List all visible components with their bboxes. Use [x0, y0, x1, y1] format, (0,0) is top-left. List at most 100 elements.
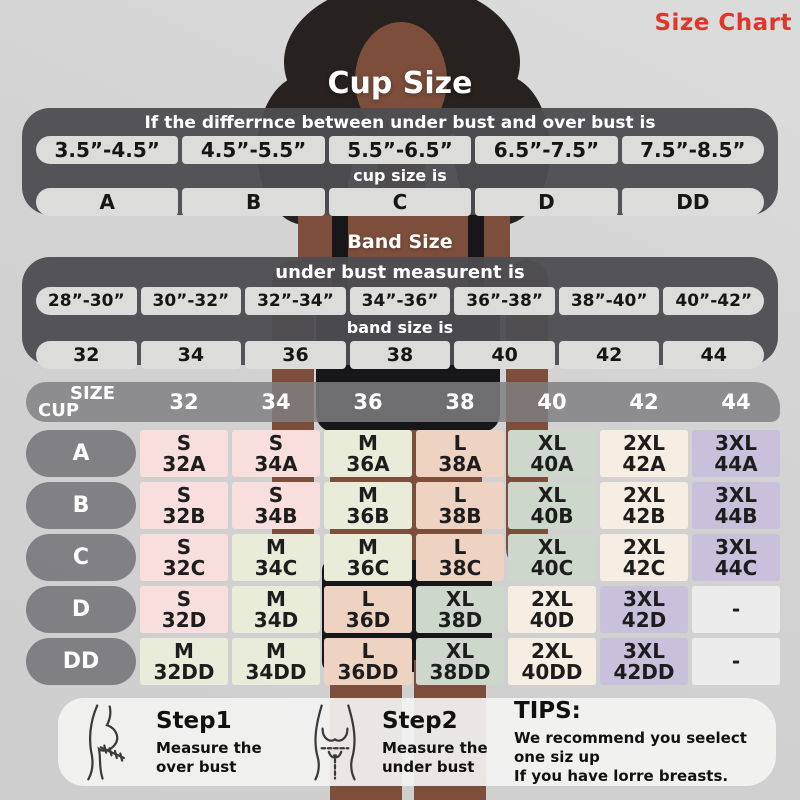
matrix-cell-code: 34D: [253, 607, 299, 632]
matrix-column-header: 36: [353, 390, 383, 414]
tips-block: TIPS: We recommend you seelect one siz u…: [514, 698, 768, 786]
matrix-cell-size: -: [731, 597, 741, 621]
matrix-cell: M 36C: [324, 534, 412, 581]
band-number-cell: 40: [454, 341, 555, 369]
band-number-cell: 32: [36, 341, 137, 369]
matrix-corner-cup-label: CUP: [38, 400, 80, 421]
band-number-cell: 38: [349, 341, 451, 369]
matrix-cell-code: 44C: [714, 555, 758, 580]
matrix-cell-size: 2XL: [530, 638, 574, 663]
matrix-cell-size: M: [266, 534, 286, 559]
matrix-cell-size: XL: [537, 430, 567, 455]
matrix-column-header: 32: [169, 390, 199, 414]
matrix-cell-size: S: [176, 482, 192, 507]
cup-letter-row: A B C D DD: [36, 188, 765, 216]
matrix-cell: S 32C: [140, 534, 228, 581]
step1-block: Step1 Measure the over bust: [156, 708, 278, 777]
band-table-header: under bust measurent is: [275, 262, 525, 283]
matrix-cell-size: S: [176, 534, 192, 559]
cup-range-cell: 4.5”-5.5”: [182, 136, 325, 164]
matrix-cell-size: L: [453, 534, 467, 559]
matrix-cell-size: M: [358, 430, 378, 455]
matrix-row-label: DD: [26, 638, 136, 685]
band-range-cell: 28”-30”: [36, 287, 137, 315]
matrix-cell: 3XL 44A: [692, 430, 780, 477]
matrix-cell-size: L: [453, 430, 467, 455]
matrix-cell-size: L: [453, 482, 467, 507]
band-range-cell: 40”-42”: [663, 287, 765, 315]
matrix-cell-size: 3XL: [714, 430, 758, 455]
measure-steps-bar: Step1 Measure the over bust Step2 Measur…: [58, 698, 776, 786]
matrix-cell: XL 40B: [508, 482, 596, 529]
matrix-cell-size: M: [174, 638, 194, 663]
matrix-cell: -: [692, 638, 780, 685]
step2-desc-line1: Measure the: [382, 738, 488, 757]
band-range-cell: 34”-36”: [349, 287, 451, 315]
matrix-cell-code: 38C: [438, 555, 482, 580]
matrix-header-row: SIZE CUP 32 34 36 38 40 42 44: [26, 382, 780, 422]
matrix-cell-size: XL: [445, 586, 475, 611]
matrix-cell: 3XL 44B: [692, 482, 780, 529]
cup-letter-cell: D: [475, 188, 618, 216]
matrix-cell-code: 40C: [530, 555, 574, 580]
matrix-row: A S 32A S 34A M 36A L 38A XL 40A 2XL 42A 3XL 44A: [26, 430, 780, 477]
matrix-row: B S 32B S 34B M 36B L 38B XL 40B 2XL 42B 3XL 44B: [26, 482, 780, 529]
matrix-cell-size: S: [176, 586, 192, 611]
matrix-cell: 3XL 42DD: [600, 638, 688, 685]
matrix-cell: L 38A: [416, 430, 504, 477]
matrix-row-label: C: [26, 534, 136, 581]
matrix-cell: S 34A: [232, 430, 320, 477]
band-range-cell: 32”-34”: [245, 287, 346, 315]
step2-block: Step2 Measure the under bust: [382, 708, 500, 777]
matrix-column-header: 34: [261, 390, 291, 414]
matrix-cell-size: S: [268, 482, 284, 507]
matrix-row-label: D: [26, 586, 136, 633]
matrix-cell-code: 38D: [437, 607, 483, 632]
band-range-row: 28”-30” 30”-32” 32”-34” 34”-36” 36”-38” 38”-4…: [36, 287, 765, 315]
matrix-cell-code: 38A: [438, 451, 482, 476]
matrix-cell-code: 32C: [162, 555, 206, 580]
matrix-cell-code: 42C: [622, 555, 666, 580]
matrix-cell-code: 34C: [254, 555, 298, 580]
matrix-cell-code: 32A: [162, 451, 206, 476]
matrix-cell: XL 40A: [508, 430, 596, 477]
matrix-cell-code: 40D: [529, 607, 575, 632]
cup-letter-cell: A: [36, 188, 179, 216]
matrix-cell-code: 32B: [162, 503, 206, 528]
matrix-cell-size: 3XL: [714, 534, 758, 559]
matrix-cell-code: 42A: [622, 451, 666, 476]
matrix-cell: -: [692, 586, 780, 633]
matrix-cell-code: 34B: [254, 503, 298, 528]
matrix-cell: XL 40C: [508, 534, 596, 581]
matrix-cell-code: 38DD: [429, 659, 491, 684]
matrix-cell: 2XL 40DD: [508, 638, 596, 685]
band-number-cell: 44: [663, 341, 765, 369]
band-number-cell: 36: [245, 341, 346, 369]
cup-letter-cell: B: [182, 188, 325, 216]
matrix-cell-size: 3XL: [622, 638, 666, 663]
matrix-row-label: A: [26, 430, 136, 477]
cup-range-row: 3.5”-4.5” 4.5”-5.5” 5.5”-6.5” 6.5”-7.5” 7.5”…: [36, 136, 765, 164]
measure-over-bust-icon: [87, 704, 125, 781]
band-number-cell: 34: [140, 341, 242, 369]
matrix-cell: 2XL 42A: [600, 430, 688, 477]
step2-desc-line2: under bust: [382, 757, 475, 776]
step1-desc-line2: over bust: [156, 757, 237, 776]
cup-range-cell: 6.5”-7.5”: [475, 136, 618, 164]
cup-range-cell: 3.5”-4.5”: [36, 136, 179, 164]
matrix-cell: L 38B: [416, 482, 504, 529]
matrix-cell-code: 42DD: [613, 659, 675, 684]
matrix-cell-size: S: [176, 430, 192, 455]
matrix-cell-code: 38B: [438, 503, 482, 528]
matrix-cell-size: L: [361, 586, 375, 611]
matrix-column-header: 42: [629, 390, 659, 414]
matrix-cell: 2XL 42B: [600, 482, 688, 529]
matrix-cell-size: M: [358, 534, 378, 559]
matrix-cell-code: 32D: [161, 607, 207, 632]
matrix-cell-size: XL: [537, 482, 567, 507]
cup-table-subheader: cup size is: [353, 166, 447, 185]
step1-desc-line1: Measure the: [156, 738, 262, 757]
matrix-cell: M 36B: [324, 482, 412, 529]
matrix-cell-code: 44B: [714, 503, 758, 528]
matrix-cell-code: 32DD: [153, 659, 215, 684]
